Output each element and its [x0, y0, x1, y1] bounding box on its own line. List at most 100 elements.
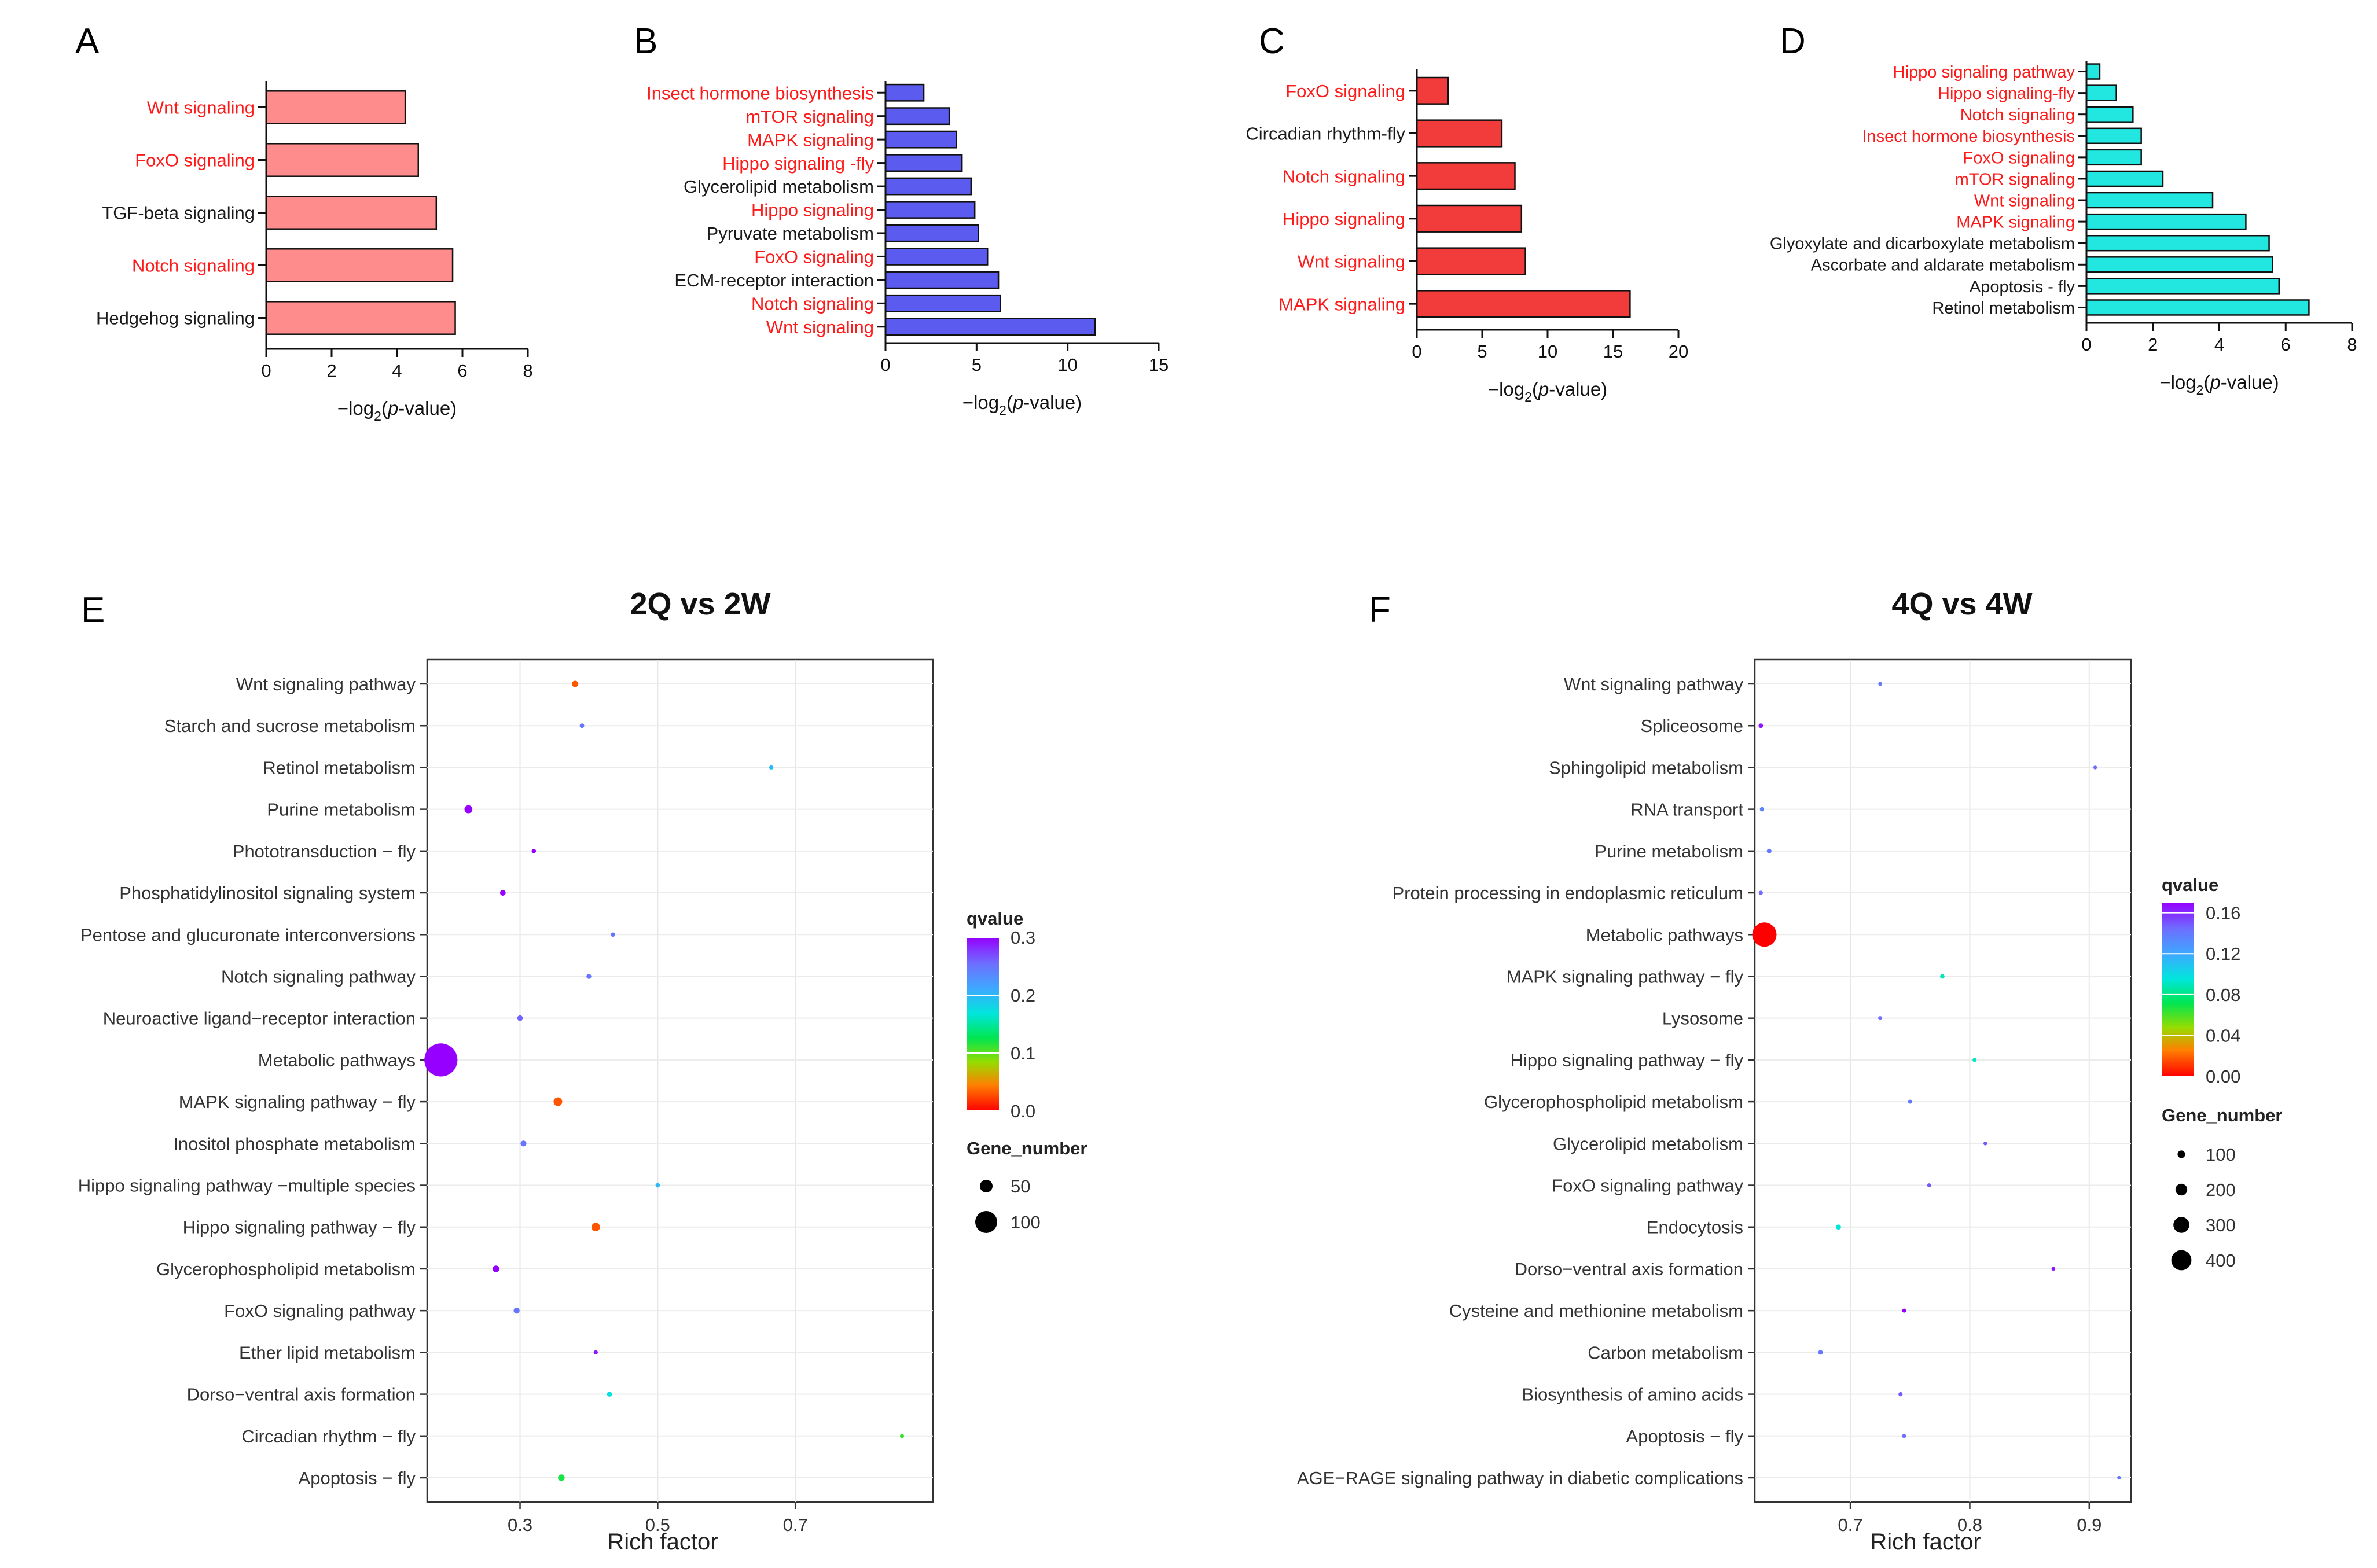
bar — [265, 196, 438, 230]
pathway-label: MAPK signaling pathway − fly — [1507, 966, 1744, 987]
category-label: mTOR signaling — [745, 106, 874, 127]
x-label-italic: p — [1538, 378, 1549, 400]
data-point — [424, 1043, 458, 1077]
pathway-label: Pentose and glucuronate interconversions — [80, 925, 416, 945]
x-axis-label: Rich factor — [607, 1529, 718, 1555]
data-point — [520, 1140, 527, 1147]
x-axis-label: −log2(p-value) — [962, 392, 1082, 418]
x-tick-label: 8 — [2347, 334, 2357, 355]
x-label-log: −log — [1488, 378, 1524, 400]
bar — [884, 248, 989, 266]
data-point — [1759, 807, 1765, 812]
category-label: Glyoxylate and dicarboxylate metabolism — [1770, 235, 2075, 253]
bar — [884, 294, 1001, 312]
color-scale-bar — [2162, 903, 2194, 1076]
x-label-italic: p — [2209, 371, 2220, 393]
color-scale-label: 0.16 — [2206, 903, 2240, 923]
data-point — [1758, 890, 1763, 895]
size-legend-label: 300 — [2206, 1215, 2236, 1235]
dot-plot-f: 4Q vs 4W Wnt signaling pathway Spliceosome… — [1297, 587, 2283, 1555]
pathway-label: Spliceosome — [1641, 716, 1743, 736]
size-legend-dot — [2171, 1250, 2192, 1271]
category-label: Circadian rhythm-fly — [1246, 124, 1405, 144]
category-label: Notch signaling — [751, 293, 874, 314]
bar — [884, 83, 925, 102]
category-label: Hippo signaling pathway — [1893, 63, 2075, 82]
x-tick-label: 0 — [1412, 341, 1421, 362]
panel-letter-b: B — [634, 21, 657, 61]
x-tick-label: 5 — [972, 355, 982, 375]
pathway-label: Glycerophospholipid metabolism — [156, 1259, 416, 1279]
x-label-subscript: 2 — [2196, 382, 2204, 397]
x-label-end: -value) — [398, 397, 457, 419]
x-label-paren: ( — [1532, 378, 1538, 400]
category-label: Wnt signaling — [147, 98, 255, 118]
category-label: Hedgehog signaling — [96, 308, 255, 329]
category-label: ECM-receptor interaction — [674, 270, 874, 290]
bar — [265, 248, 454, 282]
pathway-label: Wnt signaling pathway — [236, 674, 416, 694]
x-label-paren: ( — [381, 397, 388, 419]
pathway-label: Hippo signaling pathway −multiple specie… — [78, 1176, 416, 1196]
pathway-label: Purine metabolism — [1595, 841, 1743, 862]
bar — [265, 90, 406, 124]
color-legend-title: qvalue — [967, 908, 1023, 929]
x-tick-label: 15 — [1603, 341, 1623, 362]
bar — [884, 224, 979, 242]
bar — [265, 301, 456, 335]
x-axis-label: Rich factor — [1870, 1529, 1981, 1555]
data-point — [1902, 1308, 1906, 1313]
x-tick-label: 2 — [2148, 334, 2158, 355]
data-point — [572, 680, 579, 687]
x-tick-label: 0 — [261, 360, 271, 381]
bar — [2085, 149, 2142, 166]
x-tick-label: 8 — [523, 360, 532, 381]
data-point — [553, 1097, 563, 1106]
pathway-label: Biosynthesis of amino acids — [1522, 1385, 1743, 1405]
pathway-label: Dorso−ventral axis formation — [1515, 1259, 1743, 1279]
color-scale-label: 0.04 — [2206, 1025, 2240, 1046]
pathway-label: Lysosome — [1662, 1008, 1743, 1029]
data-point — [464, 805, 473, 814]
x-tick-label: 15 — [1149, 355, 1169, 375]
x-tick-label: 10 — [1057, 355, 1077, 375]
bar — [2085, 106, 2134, 123]
bar — [884, 318, 1096, 336]
x-tick-label: 2 — [326, 360, 336, 381]
x-label-subscript: 2 — [374, 408, 381, 424]
x-tick-label: 0.3 — [508, 1515, 532, 1535]
bar — [884, 130, 957, 149]
data-point — [1898, 1392, 1903, 1397]
category-label: Hippo signaling — [1283, 209, 1405, 229]
x-tick-label: 10 — [1538, 341, 1557, 362]
panel-letter-c: C — [1259, 21, 1285, 61]
x-label-italic: p — [387, 397, 398, 419]
data-point — [1940, 974, 1945, 979]
pathway-label: Cysteine and methionine metabolism — [1449, 1301, 1743, 1321]
data-point — [2051, 1267, 2056, 1271]
bar — [2085, 192, 2214, 209]
category-label: FoxO signaling — [1963, 149, 2075, 167]
pathway-label: AGE−RAGE signaling pathway in diabetic c… — [1297, 1468, 1743, 1488]
bar — [2085, 127, 2142, 145]
data-point — [499, 890, 506, 896]
category-label: Retinol metabolism — [1932, 299, 2075, 318]
x-tick-label: 0 — [2081, 334, 2091, 355]
pathway-label: Apoptosis − fly — [299, 1468, 416, 1488]
pathway-label: Ether lipid metabolism — [239, 1342, 416, 1363]
category-label: Wnt signaling — [1298, 252, 1405, 272]
data-point — [655, 1183, 660, 1188]
data-point — [2093, 765, 2097, 770]
bar — [2085, 213, 2247, 230]
pathway-label: Neuroactive ligand−receptor interaction — [103, 1008, 416, 1029]
x-tick-label: 0.8 — [1957, 1515, 1982, 1535]
category-label: TGF-beta signaling — [102, 203, 255, 223]
x-label-log: −log — [2159, 371, 2196, 393]
category-label: Notch signaling — [1960, 106, 2075, 124]
bar — [1416, 162, 1516, 190]
x-label-log: −log — [337, 397, 374, 419]
category-label: FoxO signaling — [135, 150, 255, 171]
data-point — [1878, 1016, 1883, 1021]
x-label-subscript: 2 — [1524, 389, 1532, 404]
